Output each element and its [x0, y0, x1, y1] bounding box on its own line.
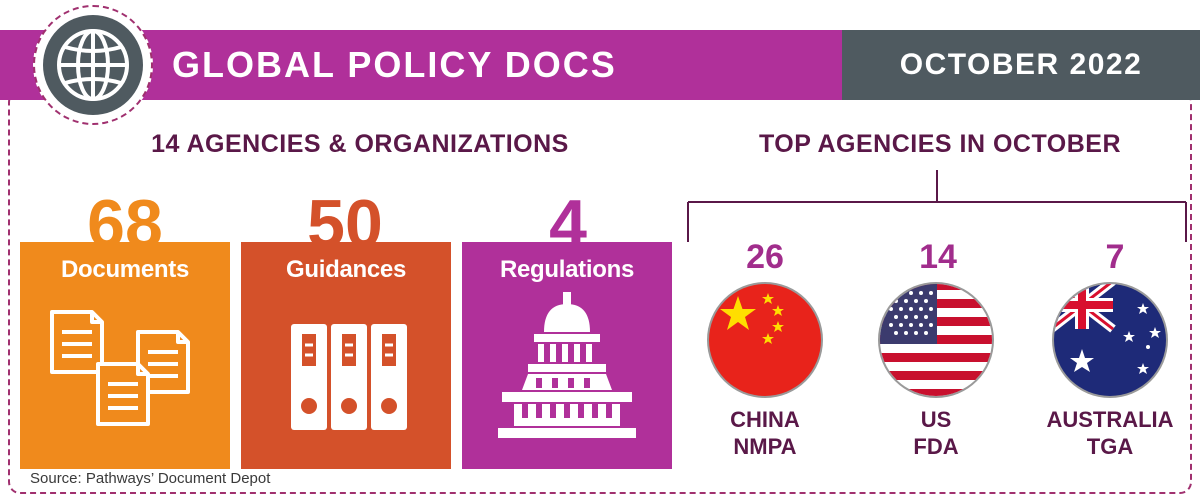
agencies-heading: 14 AGENCIES & ORGANIZATIONS — [151, 130, 569, 158]
australia-flag-icon — [1052, 282, 1168, 398]
china-agency: NMPA — [733, 434, 797, 459]
us-country: US — [920, 407, 952, 432]
china-count: 26 — [746, 238, 784, 276]
binders-icon — [291, 324, 407, 430]
china-flag-icon — [707, 282, 823, 398]
date-band — [842, 30, 1200, 100]
page-title: GLOBAL POLICY DOCS — [172, 44, 617, 85]
top-agencies-heading: TOP AGENCIES IN OCTOBER — [758, 130, 1122, 158]
source-note: Source: Pathways’ Document Depot — [30, 470, 271, 487]
us-agency: FDA — [913, 434, 959, 459]
documents-label: Documents — [61, 256, 189, 283]
guidances-label: Guidances — [285, 256, 406, 283]
guidances-card: Guidances — [241, 242, 451, 469]
china-country: CHINA — [730, 407, 800, 432]
date-label: OCTOBER 2022 — [899, 48, 1143, 81]
globe-badge — [33, 5, 153, 125]
australia-count: 7 — [1105, 238, 1125, 276]
china-agency-label: CHINA NMPA — [685, 406, 845, 460]
globe-icon — [43, 15, 143, 115]
australia-agency: TGA — [1086, 434, 1134, 459]
documents-icon — [50, 310, 190, 426]
capitol-icon — [498, 292, 636, 438]
regulations-card: Regulations — [462, 242, 672, 469]
bracket-connector — [687, 170, 1187, 242]
australia-country: AUSTRALIA — [1046, 407, 1174, 432]
australia-agency-label: AUSTRALIA TGA — [1030, 406, 1190, 460]
us-flag-icon — [878, 282, 994, 398]
regulations-label: Regulations — [499, 256, 635, 283]
documents-card: Documents — [20, 242, 230, 469]
us-count: 14 — [919, 238, 957, 276]
us-agency-label: US FDA — [856, 406, 1016, 460]
